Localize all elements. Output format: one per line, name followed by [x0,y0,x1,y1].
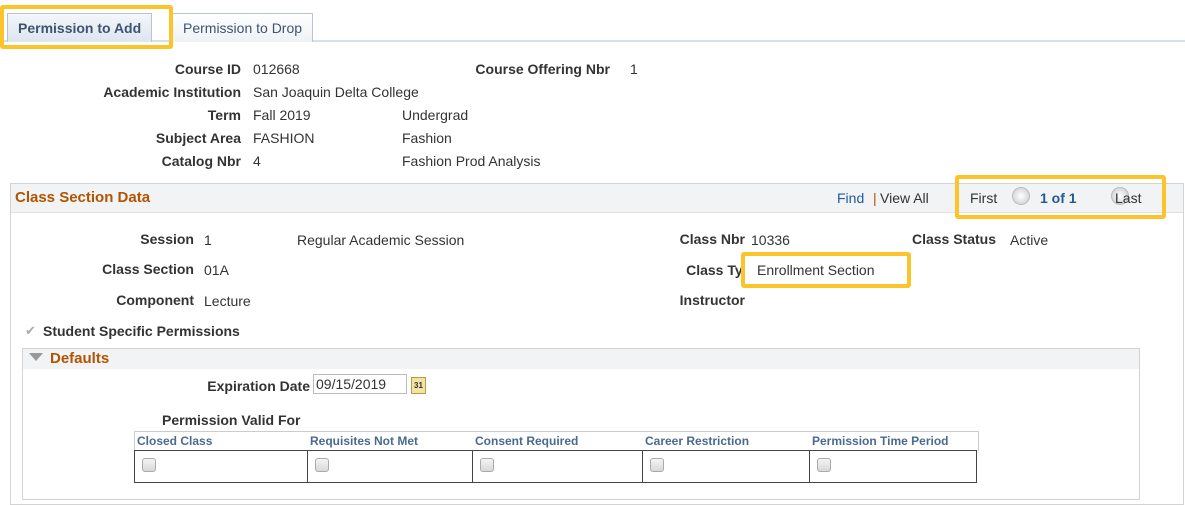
term-label: Term [207,107,241,123]
subject-value: FASHION [253,130,315,146]
subject-desc: Fashion [402,130,452,146]
defaults-title[interactable]: Defaults [50,350,110,367]
offering-value: 1 [630,61,638,77]
class-nbr-label: Class Nbr [679,231,745,247]
class-section-panel: Class Section Data Find | View All First… [10,183,1184,505]
term-value: Fall 2019 [253,107,311,123]
session-desc: Regular Academic Session [297,232,465,248]
catalog-value: 4 [253,153,261,169]
divider [809,450,810,482]
instructor-label: Instructor [679,292,745,308]
column-header: Closed Class [137,434,213,448]
highlight-box [955,175,1166,219]
divider [307,450,308,482]
next-arrow-icon[interactable] [1110,187,1129,206]
find-link[interactable]: Find [837,190,865,206]
course-id-label: Course ID [174,61,241,77]
class-type-value: Enrollment Section [757,262,875,278]
requisites-not-met-checkbox[interactable] [315,458,329,472]
student-specific-checkbox[interactable]: ✔ [25,323,36,338]
column-header: Permission Time Period [812,434,949,448]
tab-permission-to-add[interactable]: Permission to Add [7,13,153,42]
class-section-label: Class Section [102,261,194,277]
defaults-header [23,349,1139,369]
row-count: 1 of 1 [1040,190,1077,206]
class-type-backdrop [741,252,911,288]
tab-underline [0,40,1185,42]
previous-arrow-icon[interactable] [1012,187,1030,206]
course-id-value: 012668 [253,61,300,77]
view-all-link[interactable]: View All [880,190,929,206]
tab-permission-to-drop[interactable]: Permission to Drop [172,13,314,42]
institution-value: San Joaquin Delta College [253,84,419,100]
class-nbr-value: 10336 [751,232,790,248]
component-value: Lecture [204,293,251,309]
catalog-label: Catalog Nbr [161,153,241,169]
session-value: 1 [204,232,212,248]
section-header [11,184,1183,213]
consent-required-checkbox[interactable] [480,458,494,472]
career-restriction-checkbox[interactable] [650,458,664,472]
class-type-label: Class Type [686,262,759,278]
divider [642,450,643,482]
last-link[interactable]: Last [1115,190,1142,206]
class-section-value: 01A [204,262,229,278]
first-link[interactable]: First [970,190,998,206]
permission-valid-for-label: Permission Valid For [162,412,301,428]
catalog-desc: Fashion Prod Analysis [402,153,541,169]
subject-label: Subject Area [155,130,241,146]
highlight-box [741,252,911,288]
divider [472,450,473,482]
section-title: Class Section Data [15,189,151,206]
closed-class-checkbox[interactable] [142,458,156,472]
institution-label: Academic Institution [103,84,241,100]
class-status-value: Active [1010,232,1049,248]
expiration-date-input[interactable] [313,374,407,394]
class-status-label: Class Status [911,231,996,247]
calendar-icon[interactable]: 31 [411,377,426,394]
separator: | [873,190,877,206]
column-header: Requisites Not Met [310,434,419,448]
permission-time-period-checkbox[interactable] [817,458,831,472]
collapse-triangle-icon[interactable] [29,353,43,361]
column-header: Career Restriction [645,434,750,448]
offering-label: Course Offering Nbr [475,61,610,77]
highlight-box [0,5,173,49]
table-header [134,431,979,451]
student-specific-label: Student Specific Permissions [43,323,240,339]
component-label: Component [116,292,194,308]
expiration-date-label: Expiration Date [207,378,310,394]
column-header: Consent Required [475,434,579,448]
career-value: Undergrad [402,107,469,123]
session-label: Session [140,231,194,247]
table-row [134,450,977,483]
